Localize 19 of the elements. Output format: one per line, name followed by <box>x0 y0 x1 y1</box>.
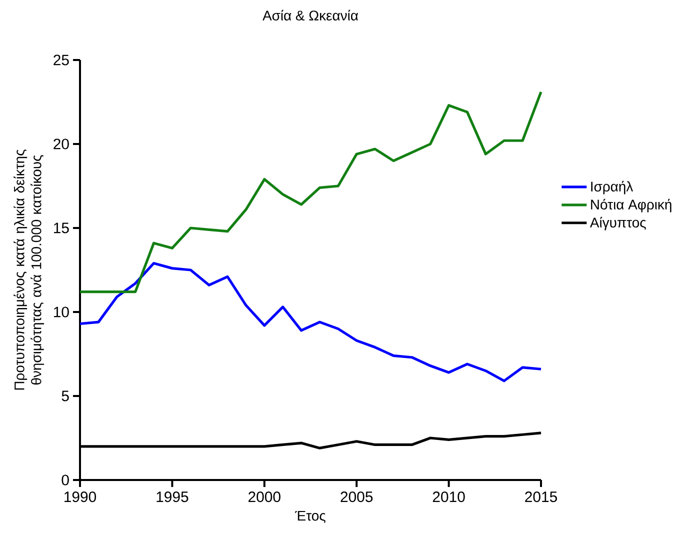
y-tick-label: 20 <box>54 138 69 150</box>
x-axis-title: Έτος <box>295 510 326 523</box>
x-tick-label: 1990 <box>64 492 96 502</box>
y-tick-label: 10 <box>54 306 69 318</box>
x-tick-label: 2010 <box>432 492 465 502</box>
y-axis-title: Προτυποποιημένος κατά ηλικία δείκτης θνησιμότητας ανά 100.000 κατοίκους <box>14 150 44 390</box>
y-tick-label: 0 <box>62 474 69 486</box>
x-tick-label: 2000 <box>248 492 280 502</box>
x-tick-label: 2005 <box>340 492 373 502</box>
legend-label: Νότια Αφρική <box>591 198 672 212</box>
y-tick-label: 15 <box>54 222 69 234</box>
line-series <box>78 262 542 382</box>
y-tick-label: 25 <box>54 54 69 66</box>
legend-label: Αίγυπτος <box>590 216 646 230</box>
legend-label: Ισραήλ <box>591 180 634 194</box>
x-tick-label: 1995 <box>156 492 188 502</box>
chart-title: Ασία & Ωκεανία <box>262 10 358 20</box>
x-tick-label: 2015 <box>525 492 557 502</box>
y-tick-label: 5 <box>62 390 69 402</box>
